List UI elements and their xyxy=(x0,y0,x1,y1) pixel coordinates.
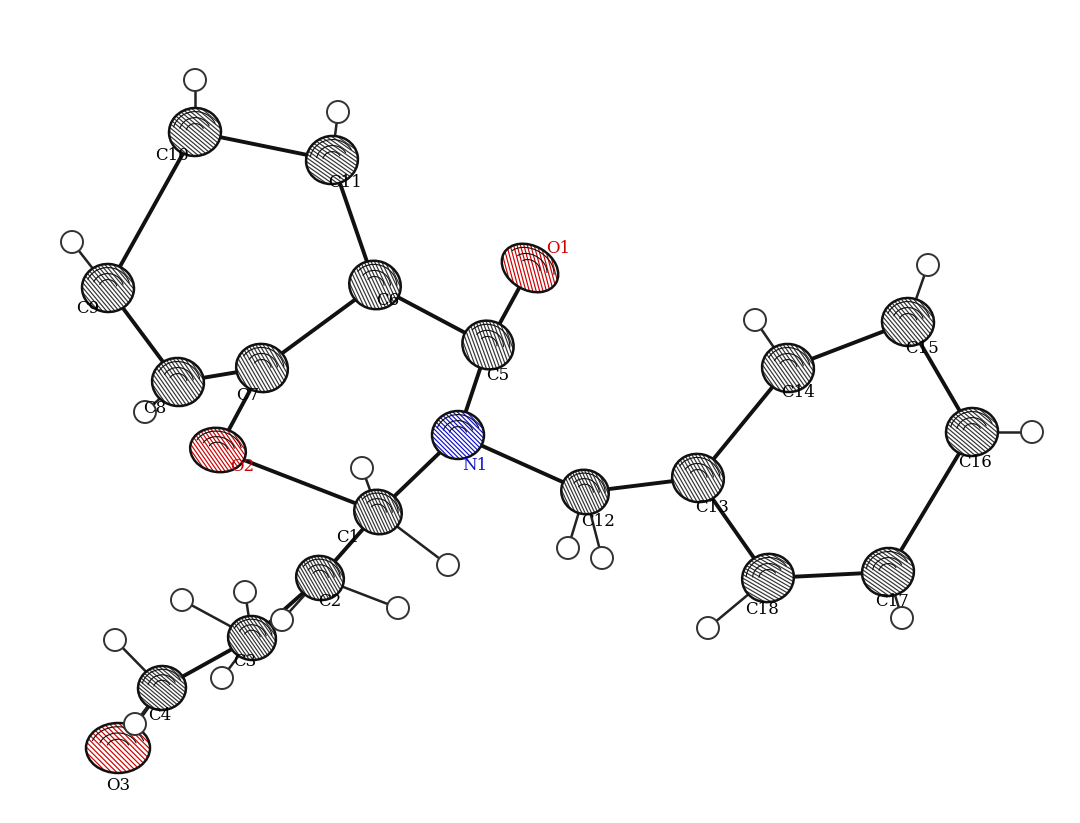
Circle shape xyxy=(351,457,373,479)
Ellipse shape xyxy=(296,556,343,600)
Text: C15: C15 xyxy=(905,340,939,356)
Ellipse shape xyxy=(562,470,609,514)
Text: C12: C12 xyxy=(581,514,615,531)
Text: C17: C17 xyxy=(875,593,909,611)
Ellipse shape xyxy=(82,264,134,312)
Circle shape xyxy=(1021,421,1043,443)
Text: C14: C14 xyxy=(781,384,815,401)
Circle shape xyxy=(104,629,126,651)
Text: C11: C11 xyxy=(328,174,362,190)
Circle shape xyxy=(171,589,193,611)
Ellipse shape xyxy=(86,723,150,773)
Text: C18: C18 xyxy=(745,602,779,619)
Ellipse shape xyxy=(742,554,794,602)
Ellipse shape xyxy=(349,261,401,309)
Text: C10: C10 xyxy=(156,146,189,164)
Circle shape xyxy=(891,607,913,629)
Ellipse shape xyxy=(502,244,558,292)
Ellipse shape xyxy=(946,408,998,456)
Circle shape xyxy=(271,609,293,631)
Ellipse shape xyxy=(462,321,514,370)
Circle shape xyxy=(134,401,156,423)
Circle shape xyxy=(234,581,256,603)
Ellipse shape xyxy=(228,616,276,660)
Text: C1: C1 xyxy=(336,529,360,546)
Text: C3: C3 xyxy=(233,653,257,671)
Text: C16: C16 xyxy=(958,453,991,471)
Circle shape xyxy=(697,617,719,639)
Text: C2: C2 xyxy=(319,593,341,611)
Circle shape xyxy=(211,667,233,689)
Text: C6: C6 xyxy=(377,291,400,309)
Circle shape xyxy=(557,537,579,559)
Ellipse shape xyxy=(354,490,402,534)
Circle shape xyxy=(124,713,146,735)
Text: O3: O3 xyxy=(106,776,130,793)
Ellipse shape xyxy=(882,298,934,346)
Text: O2: O2 xyxy=(230,458,254,475)
Text: O1: O1 xyxy=(545,239,570,257)
Circle shape xyxy=(184,69,206,91)
Text: C13: C13 xyxy=(696,500,729,517)
Ellipse shape xyxy=(190,428,246,472)
Circle shape xyxy=(744,309,766,331)
Text: C5: C5 xyxy=(486,366,510,384)
Ellipse shape xyxy=(152,358,204,406)
Ellipse shape xyxy=(168,108,221,156)
Text: C7: C7 xyxy=(237,387,259,403)
Circle shape xyxy=(387,597,409,619)
Circle shape xyxy=(60,231,83,253)
Text: C4: C4 xyxy=(148,706,172,723)
Circle shape xyxy=(327,101,349,123)
Ellipse shape xyxy=(762,344,814,392)
Circle shape xyxy=(437,554,459,576)
Ellipse shape xyxy=(138,666,186,710)
Ellipse shape xyxy=(306,136,357,184)
Circle shape xyxy=(917,254,939,276)
Circle shape xyxy=(591,547,613,569)
Text: C8: C8 xyxy=(144,399,166,416)
Ellipse shape xyxy=(862,548,914,596)
Ellipse shape xyxy=(672,453,724,502)
Ellipse shape xyxy=(432,411,484,459)
Text: N1: N1 xyxy=(462,457,488,473)
Ellipse shape xyxy=(237,344,288,392)
Text: C9: C9 xyxy=(77,300,99,317)
